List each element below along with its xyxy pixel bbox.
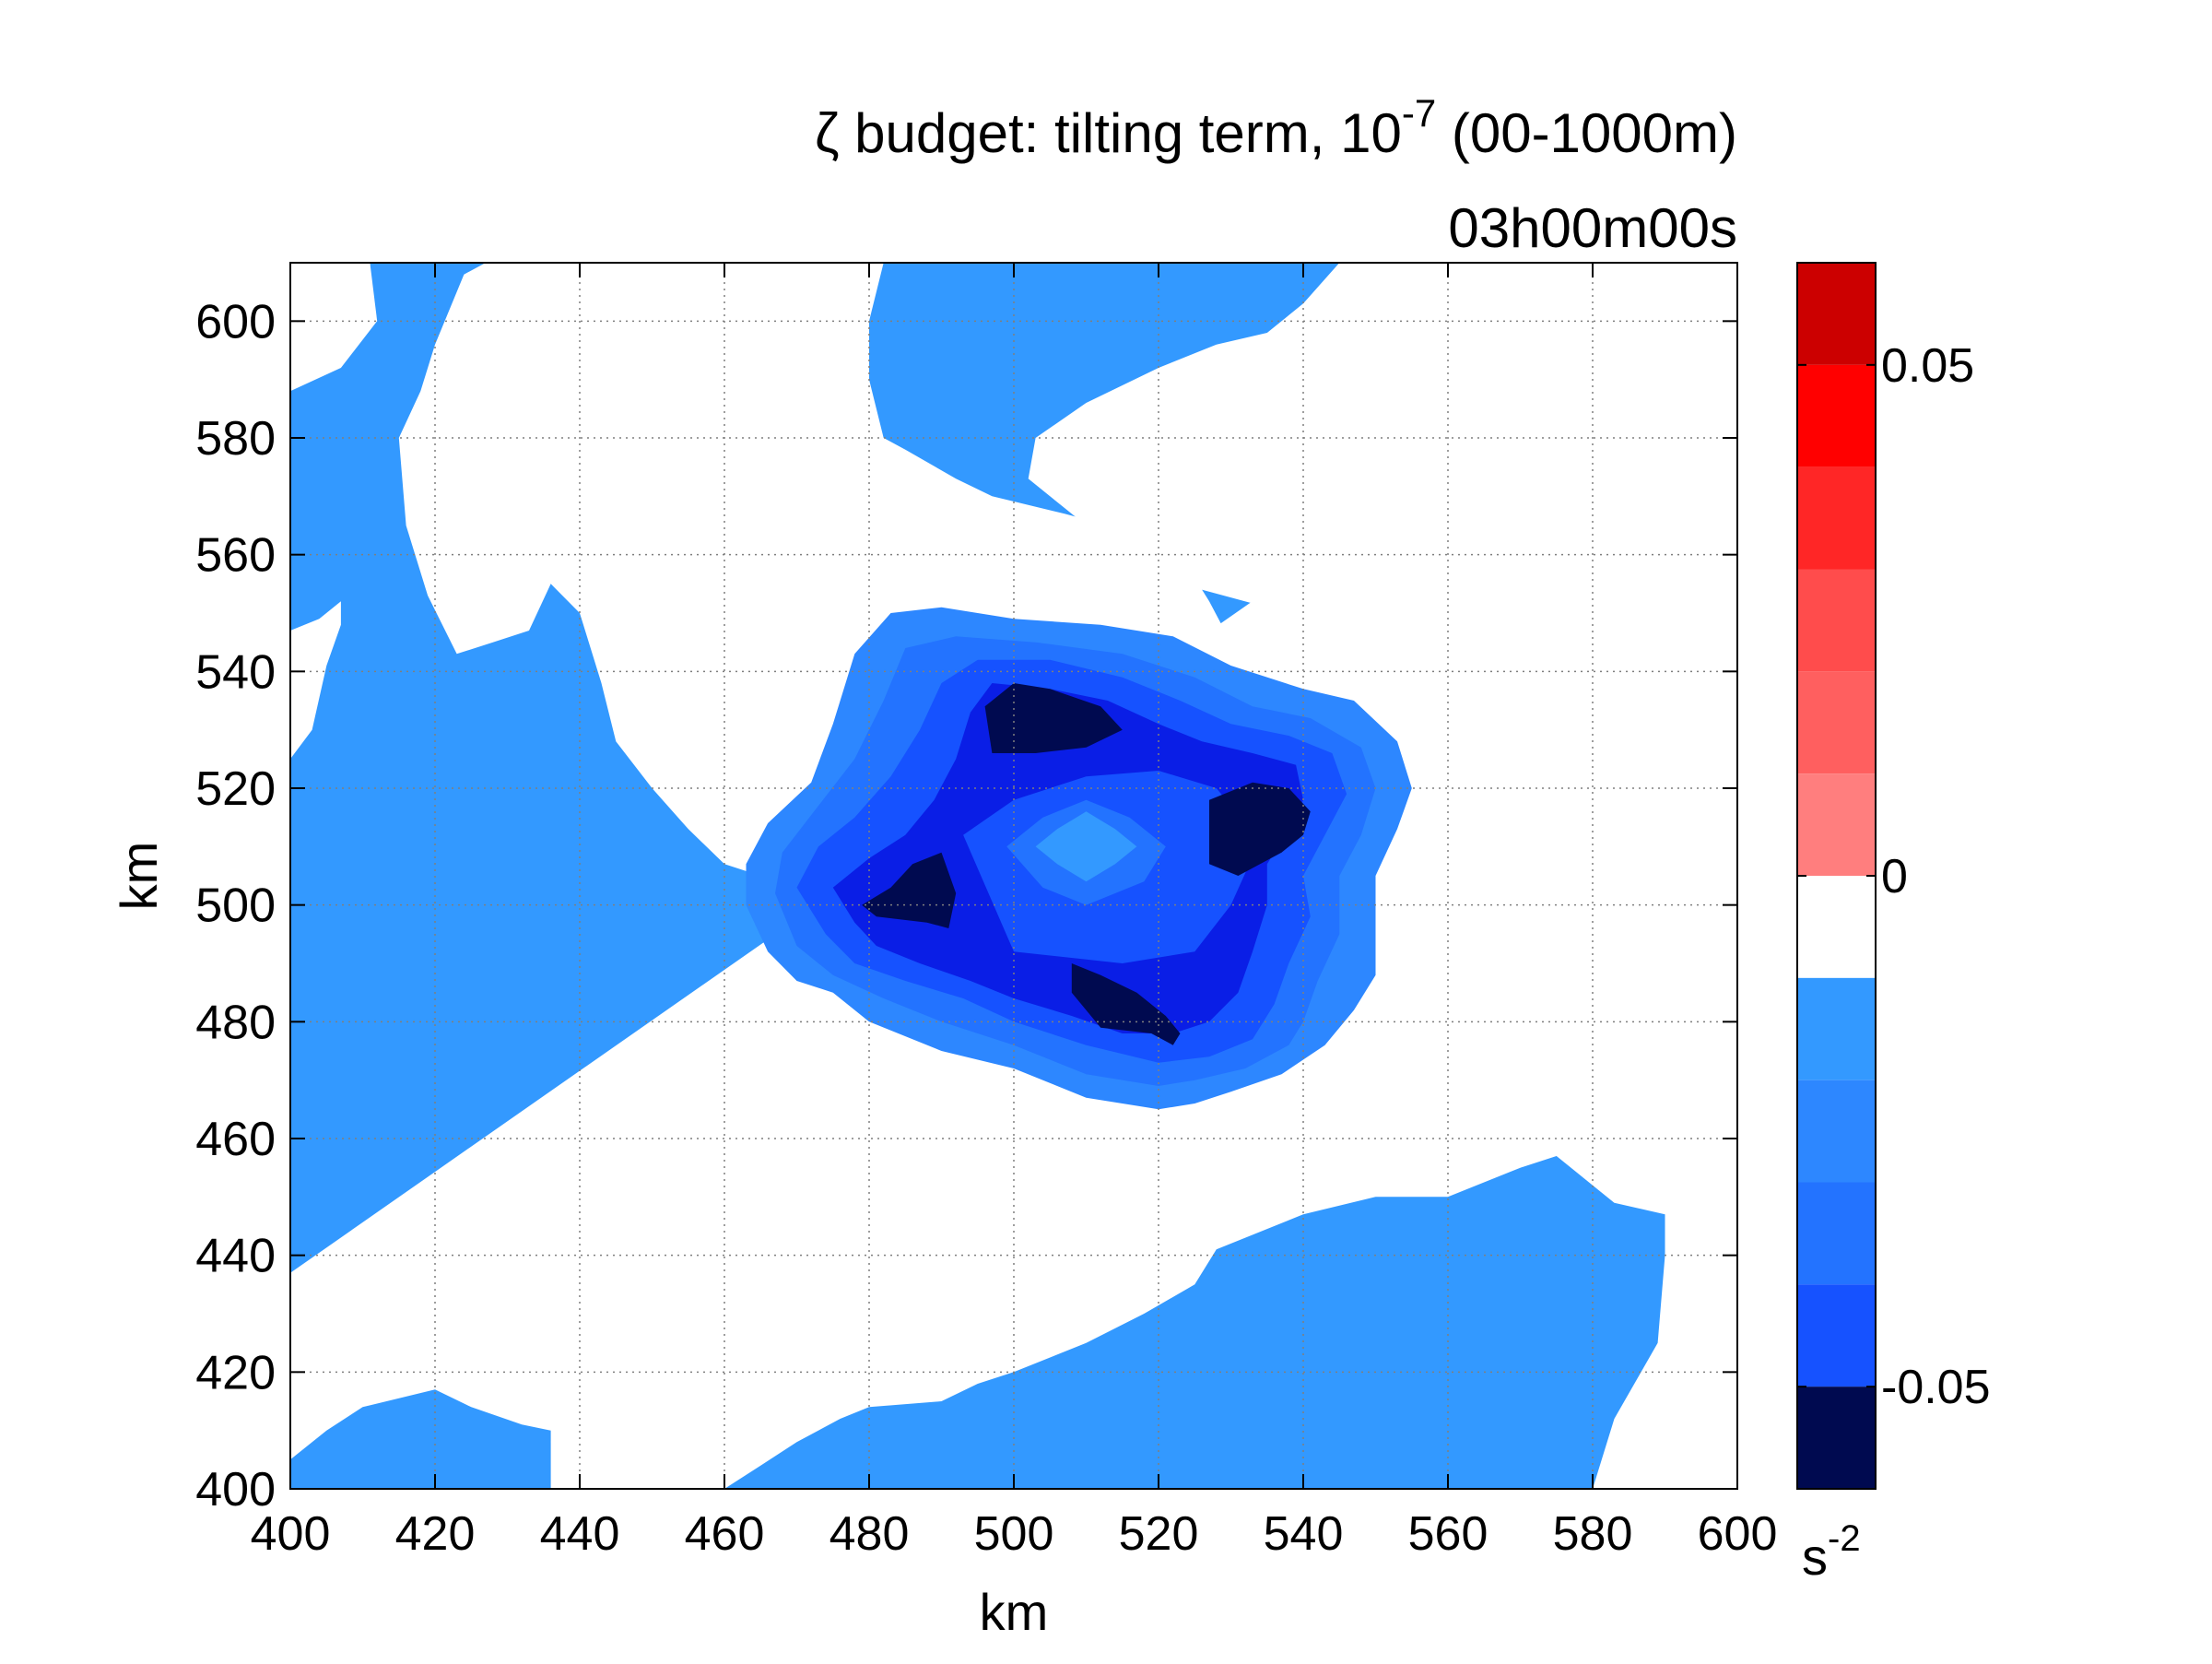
y-tick-label: 580 (195, 412, 276, 466)
positive-region (290, 263, 341, 760)
colorbar: 0.05 0 -0.05 s-2 (1796, 262, 1991, 1586)
y-axis-label: km (110, 842, 168, 911)
colorbar-band (1797, 263, 1876, 365)
colorbar-tick-label: 0.05 (1881, 339, 1974, 393)
x-tick-label: 420 (395, 1507, 476, 1561)
y-tick-label: 560 (195, 529, 276, 583)
chart-subtitle: 03h00m00s (1448, 197, 1737, 259)
title-suffix: (00-1000m) (1436, 102, 1737, 164)
colorbar-tick-label: -0.05 (1881, 1361, 1991, 1414)
y-tick-label: 540 (195, 645, 276, 699)
title-exponent: -7 (1402, 91, 1436, 135)
colorbar-unit-base: s (1802, 1528, 1828, 1586)
colorbar-tick-label: 0 (1881, 850, 1908, 903)
y-tick-label: 500 (195, 879, 276, 933)
colorbar-band (1797, 977, 1876, 1080)
colorbar-unit: s-2 (1802, 1518, 1861, 1586)
title-prefix: budget: tilting term, 10 (839, 102, 1401, 164)
colorbar-band (1797, 1387, 1876, 1489)
x-tick-label: 500 (974, 1507, 1054, 1561)
y-tick-label: 460 (195, 1113, 276, 1166)
plot-area: 400 420 440 460 480 500 520 540 560 580 600 400 420 4… (195, 262, 1777, 1561)
negative-contour (1071, 963, 1181, 1045)
colorbar-ticks: 0.05 0 -0.05 (1797, 339, 1991, 1414)
colorbar-band (1797, 671, 1876, 774)
y-tick-label: 440 (195, 1230, 276, 1283)
colorbar-band (1797, 773, 1876, 876)
x-axis-label: km (980, 1583, 1049, 1641)
chart-title: ζ budget: tilting term, 10-7 (00-1000m) (815, 91, 1737, 164)
colorbar-band (1797, 876, 1876, 978)
x-tick-label: 480 (830, 1507, 910, 1561)
x-tick-label: 600 (1698, 1507, 1778, 1561)
colorbar-band (1797, 364, 1876, 467)
axis-ticks: 400 420 440 460 480 500 520 540 560 580 600 400 420 4… (195, 263, 1777, 1561)
negative-contour (984, 683, 1123, 753)
y-tick-label: 480 (195, 996, 276, 1049)
x-tick-label: 580 (1553, 1507, 1633, 1561)
y-tick-label: 520 (195, 762, 276, 816)
grid-lines (290, 263, 1737, 1489)
positive-region (290, 263, 378, 392)
title-symbol: ζ (815, 102, 839, 164)
colorbar-bands (1797, 263, 1876, 1489)
colorbar-band (1797, 1080, 1876, 1183)
y-tick-label: 420 (195, 1346, 276, 1399)
positive-region (1028, 263, 1737, 742)
negative-contour (1035, 811, 1137, 882)
x-tick-label: 400 (251, 1507, 331, 1561)
x-tick-label: 540 (1264, 1507, 1344, 1561)
colorbar-band (1797, 466, 1876, 570)
colorbar-band (1797, 1182, 1876, 1285)
x-tick-label: 560 (1408, 1507, 1488, 1561)
y-tick-label: 400 (195, 1463, 276, 1516)
y-tick-label: 600 (195, 295, 276, 348)
colorbar-unit-exponent: -2 (1828, 1518, 1861, 1559)
x-tick-label: 520 (1119, 1507, 1199, 1561)
negative-contour (862, 852, 957, 928)
negative-contour (1209, 782, 1311, 876)
colorbar-band (1797, 1284, 1876, 1387)
x-tick-label: 440 (540, 1507, 620, 1561)
colorbar-band (1797, 569, 1876, 672)
x-tick-label: 460 (685, 1507, 765, 1561)
